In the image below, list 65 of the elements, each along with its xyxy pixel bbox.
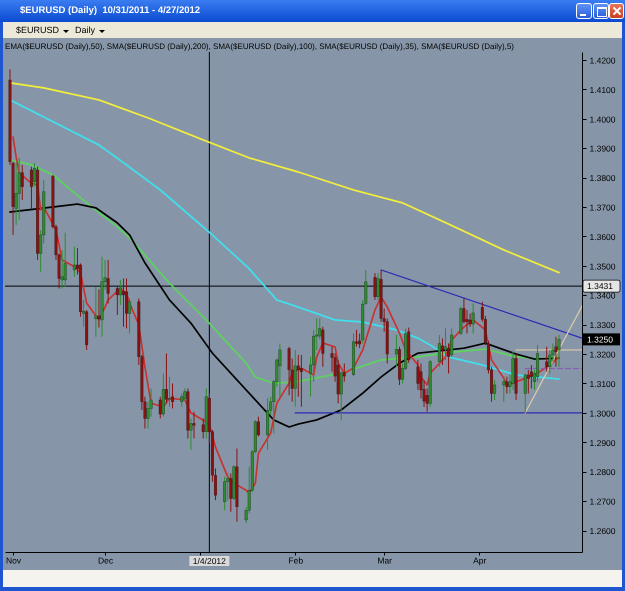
candlestick [545, 346, 548, 372]
y-tick-label: 1.4100 [590, 84, 616, 95]
y-tick-label: 1.2600 [590, 526, 616, 536]
candlestick [558, 334, 560, 368]
candlestick [168, 376, 171, 408]
line-series [9, 82, 560, 274]
y-tick-label: 1.3600 [590, 232, 616, 242]
y-tick-label: 1.4000 [590, 114, 616, 124]
candlestick [72, 246, 76, 278]
candlestick [502, 376, 506, 402]
ref-line-label: 1/4/2012 [192, 556, 226, 566]
chart-title: $EURUSD (Daily) 10/31/2011 - 4/27/2012 [20, 5, 200, 16]
candlestick [20, 164, 24, 200]
candlestick [171, 382, 174, 409]
y-tick-label: 1.3800 [590, 173, 616, 184]
candlestick [106, 259, 110, 304]
text: Daily [75, 25, 96, 35]
x-tick-label: Apr [473, 556, 487, 566]
y-tick-label: 1.3500 [590, 261, 616, 272]
candlestick [94, 286, 98, 338]
ref-line-label: 1.3431 [587, 281, 614, 292]
candlestick [438, 334, 441, 368]
candlestick [554, 336, 558, 368]
candlestick [321, 326, 324, 368]
candlestick [466, 309, 468, 334]
candlestick [472, 302, 475, 334]
candlestick [192, 411, 196, 439]
candlestick [524, 372, 527, 414]
chart-subtitle: EMA($EURUSD (Daily),50), SMA($EURUSD (Daily),200), SMA($EURUSD (Daily),100), SMA($EURUSD (Daily),35), SMA($EURUSD (Daily),5) [5, 42, 514, 51]
text: 1.3250 [587, 334, 613, 344]
candlestick [125, 278, 128, 329]
y-tick-label: 1.3000 [590, 408, 616, 418]
candlestick [450, 328, 454, 358]
candlestick [374, 272, 376, 300]
candlestick [223, 476, 226, 511]
candlestick [116, 286, 119, 316]
x-tick-label: Dec [98, 556, 114, 566]
y-tick-label: 1.3700 [590, 202, 616, 212]
candlestick [526, 369, 530, 394]
y-tick-label: 1.3100 [590, 378, 616, 389]
candlestick [60, 249, 64, 289]
candlestick [118, 279, 122, 306]
y-tick-label: 1.3900 [590, 144, 616, 154]
candlestick [440, 338, 444, 366]
candlestick [122, 278, 125, 328]
candlestick [300, 354, 303, 408]
candlestick [505, 376, 508, 394]
candlestick [278, 342, 282, 398]
y-tick-label: 1.3300 [590, 320, 616, 330]
y-tick-label: 1.4200 [590, 55, 616, 66]
x-tick-label: Feb [288, 556, 304, 566]
x-tick-label: Mar [377, 556, 392, 566]
candlestick [444, 328, 447, 360]
candlestick [64, 232, 67, 288]
y-tick-label: 1.2800 [590, 467, 616, 478]
line-series [9, 99, 560, 380]
text: $EURUSD [16, 25, 60, 35]
candlestick [294, 349, 297, 408]
y-tick-label: 1.3400 [590, 290, 616, 301]
y-tick-label: 1.2900 [590, 438, 616, 448]
y-tick-label: 1.3200 [590, 350, 616, 360]
candlestick [30, 166, 33, 209]
candlestick [180, 392, 184, 408]
x-tick-label: Nov [6, 556, 22, 566]
y-tick-label: 1.2700 [590, 496, 616, 507]
